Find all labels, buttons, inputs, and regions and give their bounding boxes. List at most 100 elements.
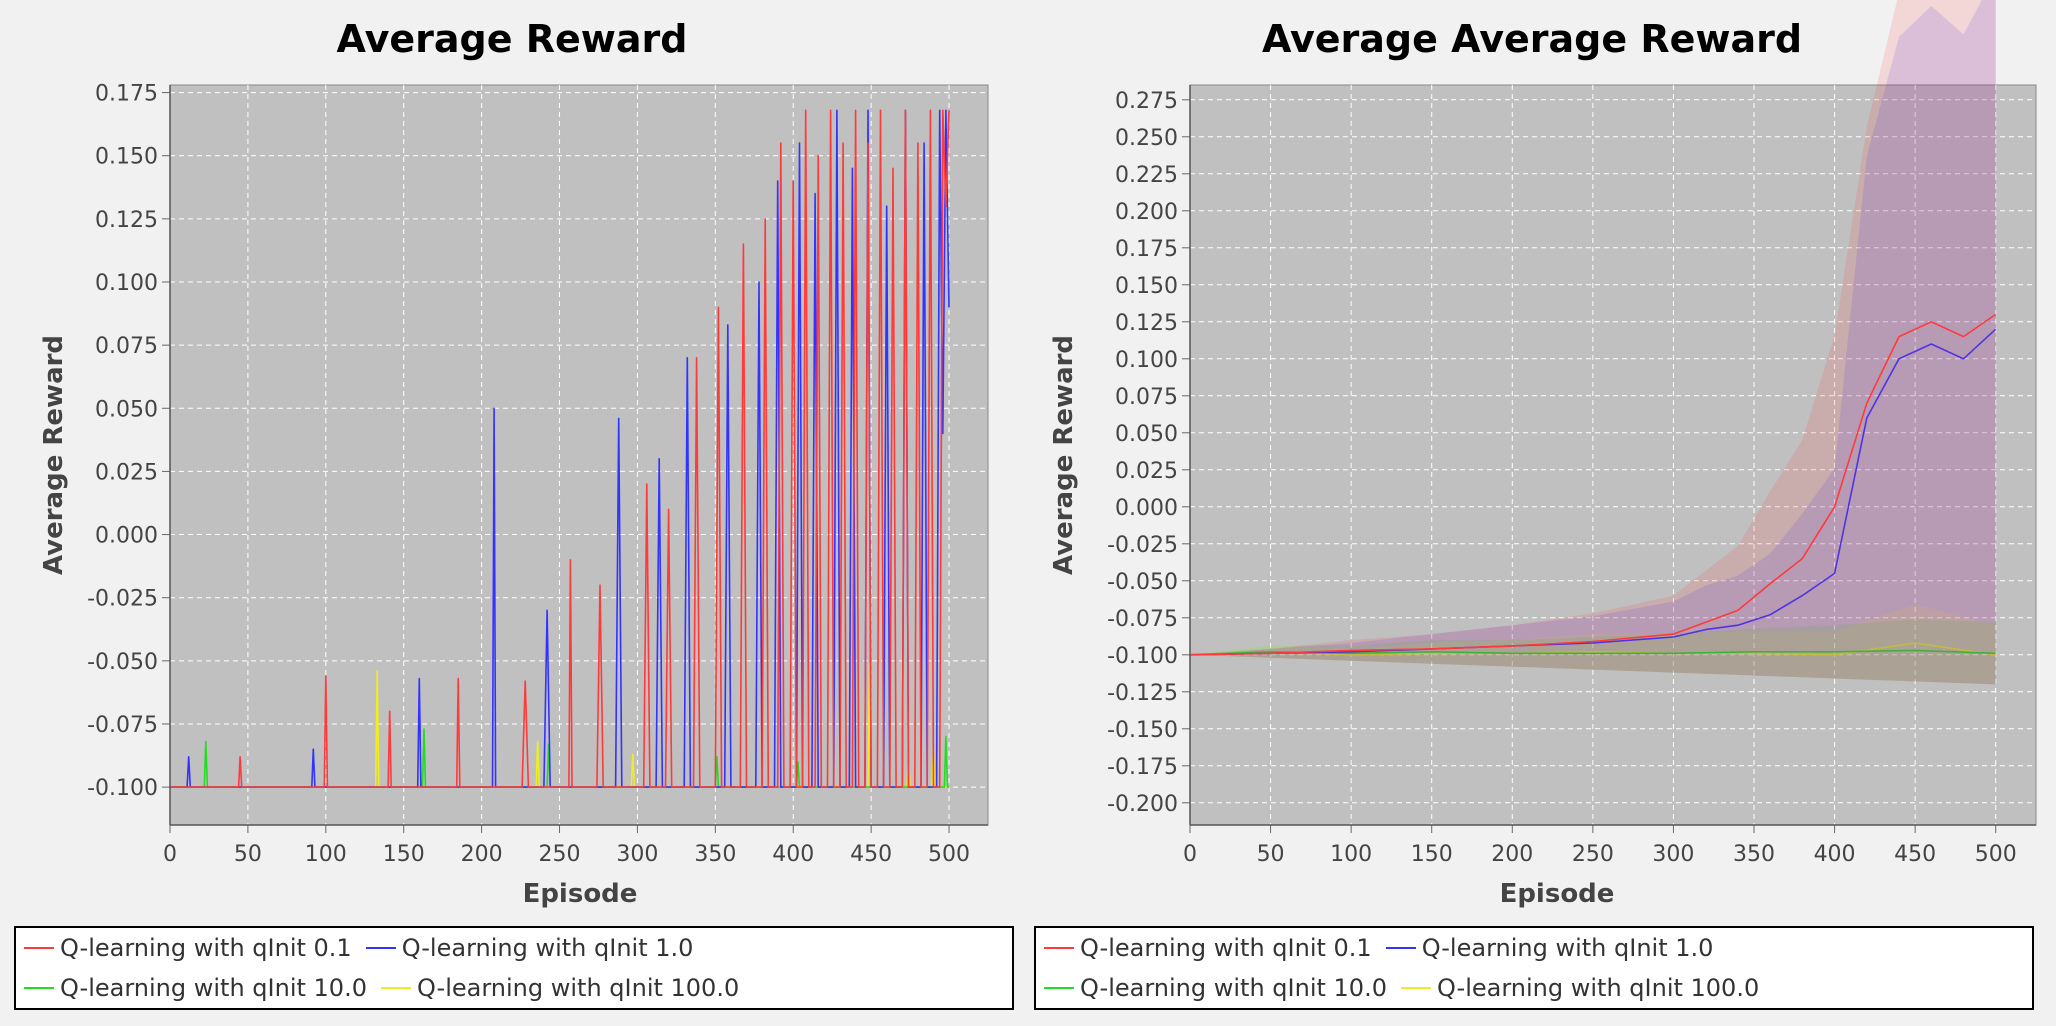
chart-title: Average Average Reward xyxy=(1262,17,1802,61)
legend-label: Q-learning with qInit 0.1 xyxy=(1080,934,1372,962)
legend-swatch xyxy=(24,947,54,949)
legend-left: Q-learning with qInit 0.1 Q-learning wit… xyxy=(14,926,1014,1010)
x-tick-label: 100 xyxy=(1330,842,1372,867)
y-tick-label: 0.025 xyxy=(1115,459,1178,484)
x-tick-label: 350 xyxy=(1733,842,1775,867)
x-axis-label: Episode xyxy=(1500,879,1615,909)
y-tick-label: -0.175 xyxy=(1107,755,1178,780)
legend-item: Q-learning with qInit 100.0 xyxy=(380,969,740,1007)
y-tick-label: -0.200 xyxy=(1107,792,1178,817)
grid xyxy=(169,85,988,825)
x-tick-label: 500 xyxy=(928,842,970,867)
series-band xyxy=(1190,619,1996,685)
y-tick-label: 0.000 xyxy=(1115,496,1178,521)
y-tick-label: 0.100 xyxy=(1115,348,1178,373)
x-tick-label: 300 xyxy=(1652,842,1694,867)
y-tick-label: 0.200 xyxy=(1115,200,1178,225)
y-tick-label: 0.100 xyxy=(95,271,158,296)
x-axis-label: Episode xyxy=(523,879,638,909)
y-tick-label: 0.075 xyxy=(95,334,158,359)
x-tick-label: 200 xyxy=(461,842,503,867)
x-tick-label: 450 xyxy=(850,842,892,867)
y-tick-label: 0.175 xyxy=(1115,237,1178,262)
legend-swatch xyxy=(365,947,396,949)
y-tick-label: 0.050 xyxy=(95,397,158,422)
ticks: 0 50 100 150 200 250 300 350 400 450 500 -0.200 -0.1… xyxy=(1107,85,2036,867)
y-tick-label: -0.025 xyxy=(87,587,158,612)
series-layer xyxy=(1189,0,1997,685)
x-tick-label: 150 xyxy=(1411,842,1453,867)
x-tick-label: 500 xyxy=(1975,842,2017,867)
x-tick-label: 150 xyxy=(383,842,425,867)
x-tick-label: 400 xyxy=(772,842,814,867)
x-tick-label: 300 xyxy=(616,842,658,867)
chart-title: Average Reward xyxy=(337,17,688,61)
y-tick-label: 0.150 xyxy=(95,145,158,170)
y-tick-label: -0.100 xyxy=(87,776,158,801)
legend-item: Q-learning with qInit 100.0 xyxy=(1400,969,1760,1007)
legend-label: Q-learning with qInit 0.1 xyxy=(60,934,352,962)
y-tick-label: -0.075 xyxy=(1107,607,1178,632)
ticks: 0 50 100 150 200 250 300 350 400 450 500 -0.100 -0.0… xyxy=(87,82,988,867)
y-tick-label: -0.075 xyxy=(87,713,158,738)
legend-swatch xyxy=(1044,947,1074,949)
y-tick-label: -0.050 xyxy=(1107,570,1178,595)
legend-swatch xyxy=(380,987,411,989)
y-tick-label: 0.000 xyxy=(95,524,158,549)
y-tick-label: 0.225 xyxy=(1115,163,1178,188)
legend-label: Q-learning with qInit 1.0 xyxy=(401,934,694,962)
legend-item: Q-learning with qInit 1.0 xyxy=(365,929,694,967)
y-tick-label: 0.275 xyxy=(1115,89,1178,114)
legend-label: Q-learning with qInit 100.0 xyxy=(1436,974,1760,1002)
legend-swatch xyxy=(24,987,54,989)
legend-item: Q-learning with qInit 10.0 xyxy=(1044,969,1387,1007)
y-tick-label: 0.025 xyxy=(95,460,158,485)
series-band xyxy=(1190,604,1996,685)
x-tick-label: 50 xyxy=(234,842,262,867)
series-band xyxy=(1190,0,1996,685)
y-tick-label: -0.100 xyxy=(1107,644,1178,669)
legend-item: Q-learning with qInit 0.1 xyxy=(1044,929,1372,967)
y-tick-label: -0.025 xyxy=(1107,533,1178,558)
series-band xyxy=(1190,0,1996,685)
legend-swatch xyxy=(1385,947,1416,949)
series-line xyxy=(170,109,950,788)
y-tick-label: -0.125 xyxy=(1107,681,1178,706)
series-line xyxy=(1189,313,1997,656)
y-tick-label: 0.125 xyxy=(1115,311,1178,336)
x-tick-label: 400 xyxy=(1814,842,1856,867)
legend-swatch xyxy=(1400,987,1431,989)
x-tick-label: 50 xyxy=(1257,842,1285,867)
x-tick-label: 350 xyxy=(694,842,736,867)
average-average-reward-chart: Average Average Reward Average Reward Ep… xyxy=(1049,0,2037,909)
y-tick-label: -0.050 xyxy=(87,650,158,675)
y-tick-label: 0.050 xyxy=(1115,422,1178,447)
grid xyxy=(1189,85,2036,825)
legend-label: Q-learning with qInit 10.0 xyxy=(60,974,367,1002)
y-tick-label: 0.175 xyxy=(95,82,158,107)
x-tick-label: 200 xyxy=(1491,842,1533,867)
x-tick-label: 100 xyxy=(305,842,347,867)
y-tick-label: -0.150 xyxy=(1107,718,1178,743)
legend-item: Q-learning with qInit 0.1 xyxy=(24,929,352,967)
legend-label: Q-learning with qInit 100.0 xyxy=(416,974,740,1002)
y-tick-label: 0.075 xyxy=(1115,385,1178,410)
legend-item: Q-learning with qInit 10.0 xyxy=(24,969,367,1007)
x-tick-label: 250 xyxy=(1572,842,1614,867)
x-tick-label: 0 xyxy=(163,842,177,867)
average-reward-chart: Average Reward Average Reward Episode 0 5… xyxy=(39,17,989,909)
legend-right: Q-learning with qInit 0.1 Q-learning wit… xyxy=(1034,926,2034,1010)
legend-label: Q-learning with qInit 10.0 xyxy=(1080,974,1387,1002)
y-axis-label: Average Reward xyxy=(39,335,69,575)
y-tick-label: 0.150 xyxy=(1115,274,1178,299)
y-tick-label: 0.250 xyxy=(1115,126,1178,151)
y-axis-label: Average Reward xyxy=(1049,335,1079,575)
x-tick-label: 250 xyxy=(539,842,581,867)
x-tick-label: 450 xyxy=(1894,842,1936,867)
legend-label: Q-learning with qInit 1.0 xyxy=(1421,934,1714,962)
x-tick-label: 0 xyxy=(1183,842,1197,867)
legend-swatch xyxy=(1044,987,1074,989)
series-layer xyxy=(170,109,950,788)
legend-item: Q-learning with qInit 1.0 xyxy=(1385,929,1714,967)
y-tick-label: 0.125 xyxy=(95,208,158,233)
